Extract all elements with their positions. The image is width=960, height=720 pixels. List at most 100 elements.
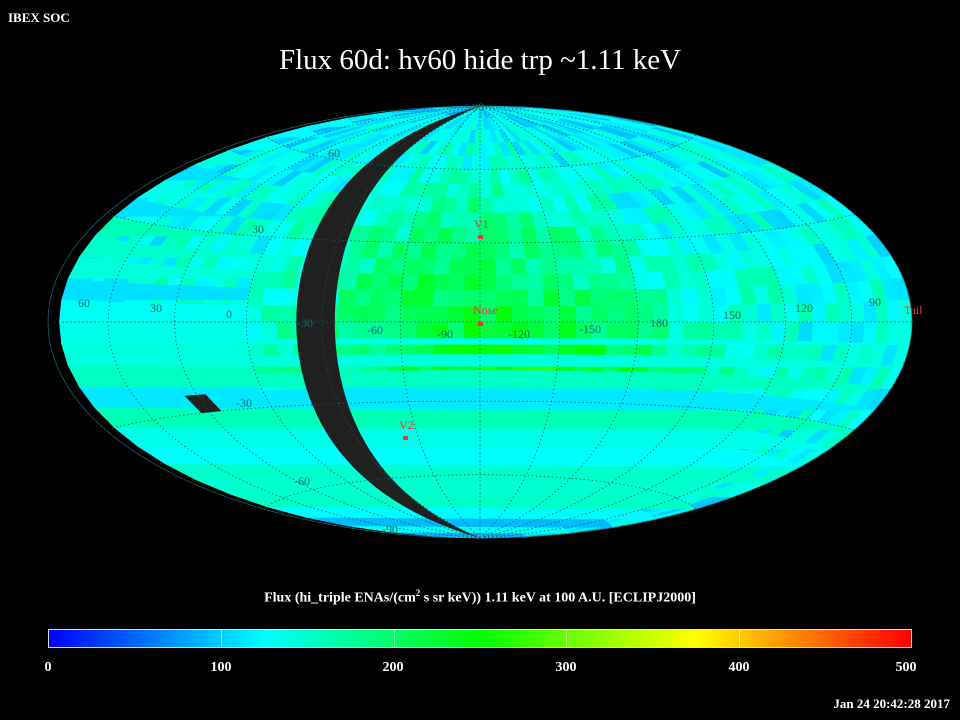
flux-pixel bbox=[113, 427, 855, 450]
v2-label: V2 bbox=[399, 418, 414, 432]
flux-pixel bbox=[416, 273, 435, 291]
nose-marker-dot bbox=[478, 322, 483, 326]
colorbar-title-text: Flux (hi_triple ENAs/(cm bbox=[264, 590, 416, 606]
flux-pixel bbox=[434, 242, 452, 259]
flux-pixel bbox=[783, 321, 800, 342]
colorbar-label-300: 300 bbox=[555, 660, 577, 675]
flux-pixel bbox=[402, 257, 421, 275]
flux-pixel bbox=[755, 303, 772, 323]
data-gap-band bbox=[296, 106, 480, 538]
flux-pixel bbox=[849, 321, 865, 343]
flux-pixels bbox=[59, 105, 913, 539]
flux-pixel bbox=[590, 305, 608, 323]
flux-pixel bbox=[337, 288, 356, 307]
flux-pixel bbox=[464, 242, 481, 259]
parallel-line bbox=[264, 474, 697, 510]
flux-pixel bbox=[541, 273, 559, 291]
data-gap-patch bbox=[184, 394, 222, 414]
colorbar-tick bbox=[738, 630, 740, 647]
flux-pixel bbox=[522, 242, 540, 259]
lat-label-m30: -30 bbox=[236, 396, 252, 410]
flux-pixel bbox=[431, 289, 449, 307]
flux-pixel bbox=[370, 273, 389, 291]
flux-pixel bbox=[543, 305, 561, 323]
lat-label-m90: -90 bbox=[382, 522, 398, 536]
lon-label-30: 30 bbox=[150, 301, 162, 315]
lat-label-60: 60 bbox=[328, 146, 340, 160]
flux-pixel bbox=[667, 304, 685, 323]
flux-pixel bbox=[165, 463, 802, 483]
flux-pixel bbox=[491, 197, 506, 213]
flux-pixel bbox=[399, 321, 417, 339]
flux-pixel bbox=[492, 212, 508, 228]
colorbar-title: Flux (hi_triple ENAs/(cm2 s sr keV)) 1.1… bbox=[0, 588, 960, 607]
v1-label: V1 bbox=[474, 217, 489, 231]
flux-pixel bbox=[589, 289, 607, 307]
colorbar-title-rest: s sr keV)) 1.11 keV at 100 A.U. [ECLIPJ2… bbox=[420, 590, 696, 606]
flux-pixel bbox=[824, 301, 840, 323]
flux-pixel bbox=[586, 272, 606, 290]
flux-pixel bbox=[505, 211, 522, 228]
flux-pixel bbox=[527, 321, 545, 339]
flux-pixel bbox=[399, 305, 417, 323]
flux-pixel bbox=[354, 272, 374, 290]
flux-pixel bbox=[525, 273, 544, 291]
flux-pixel bbox=[436, 226, 454, 244]
flux-pixel bbox=[479, 242, 496, 259]
flux-pixel bbox=[466, 197, 481, 213]
flux-pixel bbox=[621, 321, 639, 339]
flux-pixel bbox=[490, 182, 504, 199]
flux-pixel bbox=[352, 305, 370, 323]
flux-pixel bbox=[433, 257, 451, 275]
flux-pixel bbox=[431, 305, 449, 323]
flux-pixel bbox=[337, 321, 354, 339]
flux-pixel bbox=[511, 305, 529, 323]
map-outline bbox=[47, 105, 913, 539]
flux-pixel bbox=[260, 304, 278, 323]
flux-pixel bbox=[479, 258, 496, 275]
flux-pixel bbox=[506, 226, 524, 244]
flux-pixel bbox=[824, 321, 840, 343]
flux-pixel bbox=[650, 288, 669, 306]
flux-pixel bbox=[849, 301, 865, 323]
colorbar-tick bbox=[221, 630, 223, 647]
flux-pixel bbox=[494, 258, 512, 275]
flux-pixel bbox=[493, 242, 511, 259]
flux-pixel bbox=[385, 273, 404, 291]
flux-pixel bbox=[682, 304, 700, 323]
colorbar-label-100: 100 bbox=[210, 660, 232, 675]
flux-pixel bbox=[479, 197, 494, 213]
flux-pixel bbox=[559, 305, 576, 323]
flux-pixel bbox=[573, 289, 592, 307]
flux-pixel bbox=[619, 288, 638, 306]
flux-pixel bbox=[635, 288, 654, 306]
flux-pixel bbox=[558, 289, 576, 307]
flux-pixel bbox=[463, 273, 481, 291]
flux-pixel bbox=[621, 305, 639, 323]
tail-label: Tail bbox=[904, 303, 923, 317]
flux-pixel bbox=[137, 446, 831, 467]
flux-pixel bbox=[665, 287, 684, 306]
colorbar-tick bbox=[393, 630, 395, 647]
flux-pixel bbox=[353, 289, 371, 307]
flux-pixel bbox=[769, 303, 786, 323]
flux-pixel bbox=[245, 304, 263, 323]
lon-label-60: 60 bbox=[78, 296, 90, 310]
flux-pixel bbox=[448, 273, 465, 291]
flux-pixel bbox=[368, 289, 387, 307]
flux-pixel bbox=[727, 321, 744, 341]
flux-pixel bbox=[245, 321, 263, 340]
flux-pixel bbox=[571, 273, 590, 291]
lon-label-90: 90 bbox=[869, 295, 881, 309]
v1-marker-dot bbox=[478, 235, 483, 239]
flux-pixel bbox=[511, 289, 529, 307]
lat-label-m60: -60 bbox=[294, 474, 310, 488]
flux-pixel bbox=[495, 273, 512, 291]
flux-pixel bbox=[536, 241, 555, 259]
flux-pixel bbox=[416, 289, 434, 307]
lon-label-m150: -150 bbox=[579, 322, 601, 336]
flux-pixel bbox=[520, 226, 538, 244]
flux-pixel bbox=[810, 302, 827, 323]
flux-pixel bbox=[604, 288, 623, 307]
flux-pixel bbox=[479, 142, 489, 156]
